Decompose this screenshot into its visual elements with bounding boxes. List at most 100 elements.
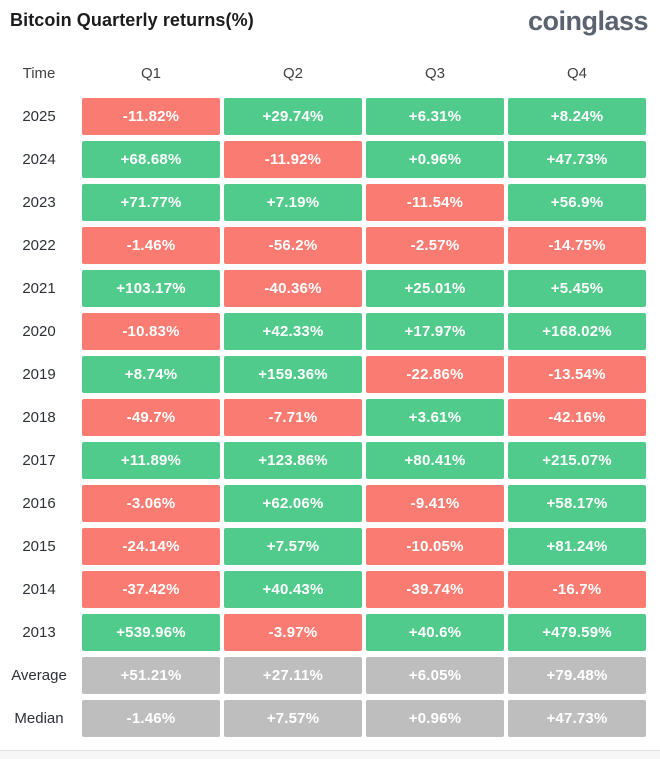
return-cell: +0.96% — [366, 700, 504, 737]
return-cell: +27.11% — [224, 657, 362, 694]
table-row: Median -1.46% +7.57% +0.96% +47.73% — [0, 700, 660, 737]
return-cell: -42.16% — [508, 399, 646, 436]
return-cell: -13.54% — [508, 356, 646, 393]
table-row: 2015 -24.14% +7.57% -10.05% +81.24% — [0, 528, 660, 565]
return-cell: +123.86% — [224, 442, 362, 479]
return-cell: +40.6% — [366, 614, 504, 651]
return-cell: +68.68% — [82, 141, 220, 178]
return-cell: +539.96% — [82, 614, 220, 651]
row-label: Average — [11, 667, 67, 684]
row-label: 2020 — [22, 323, 56, 340]
table-row: Average +51.21% +27.11% +6.05% +79.48% — [0, 657, 660, 694]
return-cell: +168.02% — [508, 313, 646, 350]
table-row: 2016 -3.06% +62.06% -9.41% +58.17% — [0, 485, 660, 522]
return-cell: -14.75% — [508, 227, 646, 264]
row-label: 2016 — [22, 495, 56, 512]
return-cell: -40.36% — [224, 270, 362, 307]
return-cell: +215.07% — [508, 442, 646, 479]
row-label: 2023 — [22, 194, 56, 211]
coinglass-logo[interactable]: coinglass — [527, 6, 649, 36]
return-cell: +3.61% — [366, 399, 504, 436]
return-cell: -16.7% — [508, 571, 646, 608]
return-cell: -1.46% — [82, 227, 220, 264]
return-cell: +479.59% — [508, 614, 646, 651]
return-cell: +8.24% — [508, 98, 646, 135]
page-title: Bitcoin Quarterly returns(%) — [10, 10, 254, 30]
column-header-q3: Q3 — [424, 64, 445, 82]
return-cell: -10.83% — [82, 313, 220, 350]
column-header-q1: Q1 — [140, 64, 161, 82]
row-label: 2017 — [22, 452, 56, 469]
return-cell: +17.97% — [366, 313, 504, 350]
table-row: 2018 -49.7% -7.71% +3.61% -42.16% — [0, 399, 660, 436]
return-cell: +47.73% — [508, 700, 646, 737]
return-cell: -39.74% — [366, 571, 504, 608]
return-cell: -56.2% — [224, 227, 362, 264]
column-header-q4: Q4 — [566, 64, 587, 82]
return-cell: +0.96% — [366, 141, 504, 178]
return-cell: +6.05% — [366, 657, 504, 694]
table-row: 2025 -11.82% +29.74% +6.31% +8.24% — [0, 98, 660, 135]
return-cell: -49.7% — [82, 399, 220, 436]
return-cell: -3.06% — [82, 485, 220, 522]
return-cell: +81.24% — [508, 528, 646, 565]
return-cell: +7.19% — [224, 184, 362, 221]
table-row: 2014 -37.42% +40.43% -39.74% -16.7% — [0, 571, 660, 608]
return-cell: -11.82% — [82, 98, 220, 135]
return-cell: -2.57% — [366, 227, 504, 264]
return-cell: -11.92% — [224, 141, 362, 178]
table-row: 2021 +103.17% -40.36% +25.01% +5.45% — [0, 270, 660, 307]
row-label: 2015 — [22, 538, 56, 555]
table-row: 2019 +8.74% +159.36% -22.86% -13.54% — [0, 356, 660, 393]
row-label: 2022 — [22, 237, 56, 254]
return-cell: -11.54% — [366, 184, 504, 221]
table-row: 2023 +71.77% +7.19% -11.54% +56.9% — [0, 184, 660, 221]
return-cell: +47.73% — [508, 141, 646, 178]
return-cell: +7.57% — [224, 700, 362, 737]
table-header-row: Time Q1 Q2 Q3 Q4 — [0, 60, 660, 86]
return-cell: +8.74% — [82, 356, 220, 393]
return-cell: +62.06% — [224, 485, 362, 522]
return-cell: +40.43% — [224, 571, 362, 608]
return-cell: -7.71% — [224, 399, 362, 436]
return-cell: -37.42% — [82, 571, 220, 608]
return-cell: +6.31% — [366, 98, 504, 135]
return-cell: +103.17% — [82, 270, 220, 307]
row-label: 2019 — [22, 366, 56, 383]
row-label: Median — [14, 710, 64, 727]
footer-bar — [0, 750, 660, 759]
table-body: 2025 -11.82% +29.74% +6.31% +8.24% 2024 +68.68… — [0, 98, 660, 737]
return-cell: +71.77% — [82, 184, 220, 221]
row-label: 2013 — [22, 624, 56, 641]
table-row: 2024 +68.68% -11.92% +0.96% +47.73% — [0, 141, 660, 178]
return-cell: +5.45% — [508, 270, 646, 307]
row-label: 2018 — [22, 409, 56, 426]
table-row: 2020 -10.83% +42.33% +17.97% +168.02% — [0, 313, 660, 350]
return-cell: +159.36% — [224, 356, 362, 393]
return-cell: +80.41% — [366, 442, 504, 479]
return-cell: +79.48% — [508, 657, 646, 694]
return-cell: -24.14% — [82, 528, 220, 565]
return-cell: -3.97% — [224, 614, 362, 651]
widget-header: Bitcoin Quarterly returns(%) coinglass — [0, 0, 660, 54]
row-label: 2024 — [22, 151, 56, 168]
return-cell: -1.46% — [82, 700, 220, 737]
column-header-time: Time — [22, 64, 56, 82]
return-cell: -22.86% — [366, 356, 504, 393]
column-header-q2: Q2 — [282, 64, 303, 82]
return-cell: +7.57% — [224, 528, 362, 565]
return-cell: +58.17% — [508, 485, 646, 522]
return-cell: +51.21% — [82, 657, 220, 694]
table-row: 2013 +539.96% -3.97% +40.6% +479.59% — [0, 614, 660, 651]
return-cell: +56.9% — [508, 184, 646, 221]
return-cell: +11.89% — [82, 442, 220, 479]
row-label: 2021 — [22, 280, 56, 297]
table-row: 2022 -1.46% -56.2% -2.57% -14.75% — [0, 227, 660, 264]
table-row: 2017 +11.89% +123.86% +80.41% +215.07% — [0, 442, 660, 479]
return-cell: +29.74% — [224, 98, 362, 135]
row-label: 2014 — [22, 581, 56, 598]
return-cell: -10.05% — [366, 528, 504, 565]
return-cell: +25.01% — [366, 270, 504, 307]
return-cell: -9.41% — [366, 485, 504, 522]
